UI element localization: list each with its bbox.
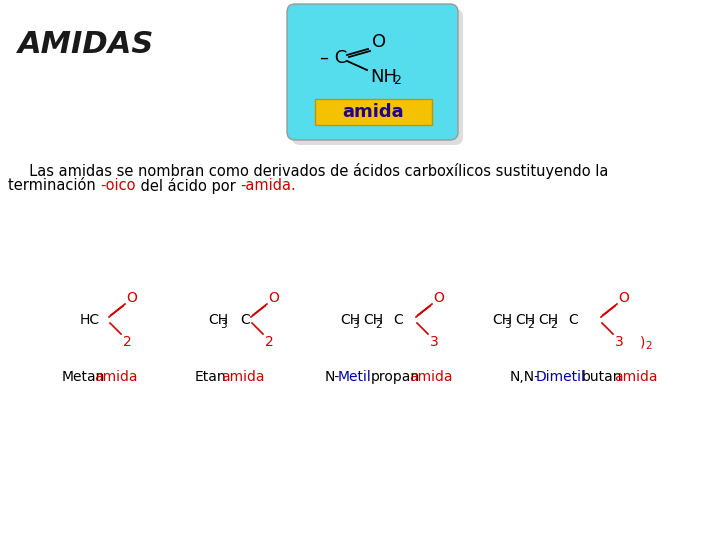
Text: CH: CH xyxy=(208,313,228,327)
Text: 2: 2 xyxy=(393,75,401,87)
Text: CH: CH xyxy=(515,313,535,327)
Text: amida: amida xyxy=(221,370,264,384)
Text: amida: amida xyxy=(94,370,138,384)
Text: amida: amida xyxy=(342,103,404,121)
Text: -oico: -oico xyxy=(100,178,136,193)
Text: 3: 3 xyxy=(220,320,227,330)
Text: CH: CH xyxy=(492,313,512,327)
Text: butan: butan xyxy=(582,370,622,384)
Text: C: C xyxy=(393,313,402,327)
Text: O: O xyxy=(372,33,386,51)
Text: amida: amida xyxy=(614,370,657,384)
Text: 2: 2 xyxy=(527,320,534,330)
Text: N-: N- xyxy=(325,370,341,384)
Text: O: O xyxy=(433,291,444,305)
Text: del ácido por: del ácido por xyxy=(136,178,240,194)
Text: amida: amida xyxy=(410,370,453,384)
Text: Las amidas se nombran como derivados de ácidos carboxílicos sustituyendo la: Las amidas se nombran como derivados de … xyxy=(20,163,608,179)
Text: Etan: Etan xyxy=(195,370,227,384)
Text: N,N-: N,N- xyxy=(510,370,540,384)
Text: Metan: Metan xyxy=(62,370,105,384)
Text: HC: HC xyxy=(80,313,100,327)
Text: 2: 2 xyxy=(645,341,652,351)
Text: O: O xyxy=(126,291,137,305)
Text: 2: 2 xyxy=(375,320,382,330)
Text: propan: propan xyxy=(371,370,420,384)
FancyBboxPatch shape xyxy=(292,9,463,145)
Text: C: C xyxy=(240,313,250,327)
Text: 2: 2 xyxy=(265,335,274,349)
Text: CH: CH xyxy=(538,313,558,327)
Text: 2: 2 xyxy=(123,335,132,349)
FancyBboxPatch shape xyxy=(315,99,432,125)
Text: CH: CH xyxy=(363,313,383,327)
Text: CH: CH xyxy=(340,313,360,327)
Text: 2: 2 xyxy=(550,320,557,330)
Text: C: C xyxy=(568,313,577,327)
Text: ): ) xyxy=(640,335,645,349)
Text: -amida.: -amida. xyxy=(240,178,296,193)
Text: 3: 3 xyxy=(352,320,359,330)
Text: Metil: Metil xyxy=(338,370,372,384)
Text: terminación: terminación xyxy=(8,178,100,193)
Text: – C: – C xyxy=(320,49,347,67)
FancyBboxPatch shape xyxy=(287,4,458,140)
Text: O: O xyxy=(618,291,629,305)
Text: AMIDAS: AMIDAS xyxy=(18,30,154,59)
Text: Dimetil: Dimetil xyxy=(536,370,586,384)
Text: 3: 3 xyxy=(430,335,438,349)
Text: NH: NH xyxy=(370,68,397,86)
Text: O: O xyxy=(268,291,279,305)
Text: 3: 3 xyxy=(504,320,510,330)
Text: 3: 3 xyxy=(615,335,624,349)
